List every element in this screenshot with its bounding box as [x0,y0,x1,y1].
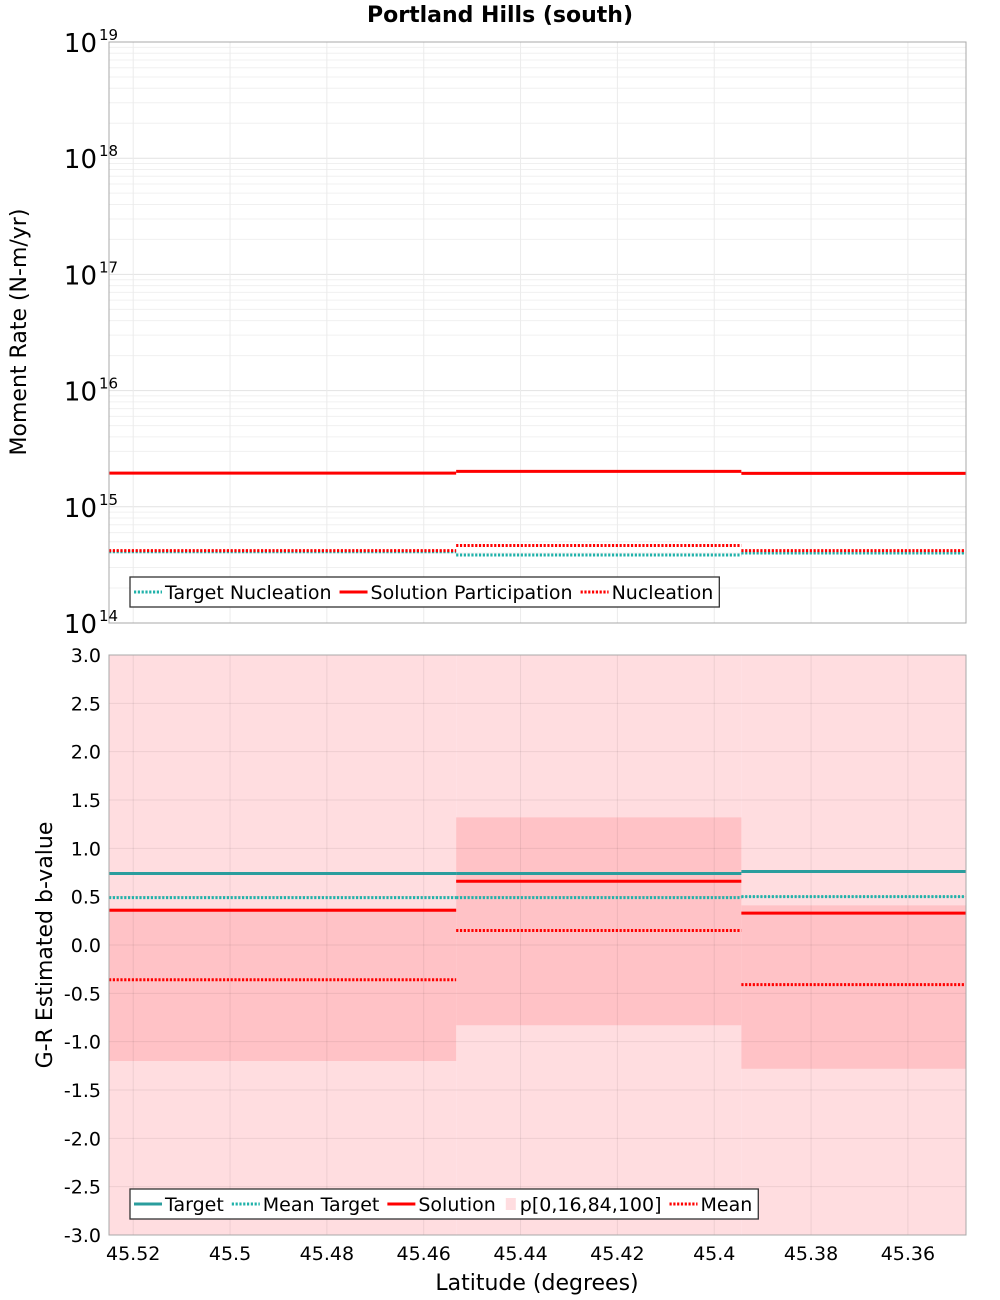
y-tick-label-exponent: 17 [99,258,118,276]
legend-label: Mean Target [263,1194,380,1216]
band-segment [741,905,966,1069]
legend-label: Solution Participation [371,582,573,604]
band-segment [456,817,742,1026]
legend-label: Target [164,1194,224,1216]
moment-rate-series [109,469,966,557]
b-value-legend: Target Mean Target Solution p[0,16,84,100] M… [129,1188,759,1220]
y-tick-label: -1.0 [64,1032,101,1054]
y-tick-label-base: 10 [64,261,97,291]
y-tick-label-base: 10 [64,494,97,524]
y-tick-label: -2.5 [64,1177,101,1199]
legend-label: Target Nucleation [164,582,332,604]
moment-rate-plot-bg [109,42,966,623]
x-tick-label: 45.42 [590,1243,644,1265]
moment-rate-legend: Target Nucleation Solution Participation N… [129,576,720,608]
y-tick-label: 0.5 [71,887,101,909]
chart-title: Portland Hills (south) [367,3,633,28]
latitude-x-ticks: 45.52 45.5 45.48 45.46 45.44 45.42 45.4 45.38 45… [106,1243,935,1265]
y-tick-label: -2.0 [64,1128,101,1150]
legend-label: Nucleation [612,582,714,604]
b-value-panel: 3.0 2.5 2.0 1.5 1.0 0.5 0.0 -0.5 -1.0 -1.5 -2.0 -2.… [33,645,967,1296]
legend-label: Mean [701,1194,753,1216]
b-value-y-ticks: 3.0 2.5 2.0 1.5 1.0 0.5 0.0 -0.5 -1.0 -1.5 -2.0 -2.… [64,645,101,1247]
b-value-y-axis-label: G-R Estimated b-value [33,822,58,1069]
y-tick-label: 0.0 [71,935,101,957]
y-tick-label: 2.5 [71,693,101,715]
x-tick-label: 45.48 [300,1243,354,1265]
x-tick-label: 45.44 [493,1243,547,1265]
b-value-bands [109,655,966,1235]
y-tick-label: 2.0 [71,742,101,764]
legend-label: Solution [418,1194,495,1216]
y-tick-label-base: 10 [64,29,97,59]
legend-frame [129,576,720,608]
x-tick-label: 45.5 [209,1243,251,1265]
y-tick-label: 3.0 [71,645,101,667]
y-tick-label-base: 10 [64,610,97,640]
band-segment [109,908,457,1061]
y-tick-label-base: 10 [64,145,97,175]
y-tick-label: -3.0 [64,1225,101,1247]
legend-frame [129,1188,759,1220]
y-tick-label: 1.5 [71,790,101,812]
x-tick-label: 45.38 [784,1243,838,1265]
legend-swatch [505,1198,516,1210]
moment-rate-grid [109,41,966,624]
x-tick-label: 45.52 [106,1243,160,1265]
x-tick-label: 45.46 [397,1243,451,1265]
b-value-plot-frame [108,654,967,1236]
y-tick-label-exponent: 19 [99,26,118,44]
legend-label: p[0,16,84,100] [520,1194,662,1216]
b-value-series [109,870,966,987]
y-tick-label-exponent: 16 [99,375,118,393]
y-tick-label-exponent: 18 [99,142,118,160]
y-tick-label-exponent: 14 [99,607,118,625]
y-tick-label: -1.5 [64,1080,101,1102]
y-tick-label-base: 10 [64,378,97,408]
y-tick-label: 1.0 [71,838,101,860]
x-tick-label: 45.4 [693,1243,735,1265]
y-tick-label-exponent: 15 [99,491,118,509]
y-tick-label: -0.5 [64,983,101,1005]
x-tick-label: 45.36 [881,1243,935,1265]
moment-rate-y-axis-label: Moment Rate (N-m/yr) [7,209,32,456]
x-axis-label: Latitude (degrees) [435,1271,638,1296]
moment-rate-plot-frame [108,41,967,624]
